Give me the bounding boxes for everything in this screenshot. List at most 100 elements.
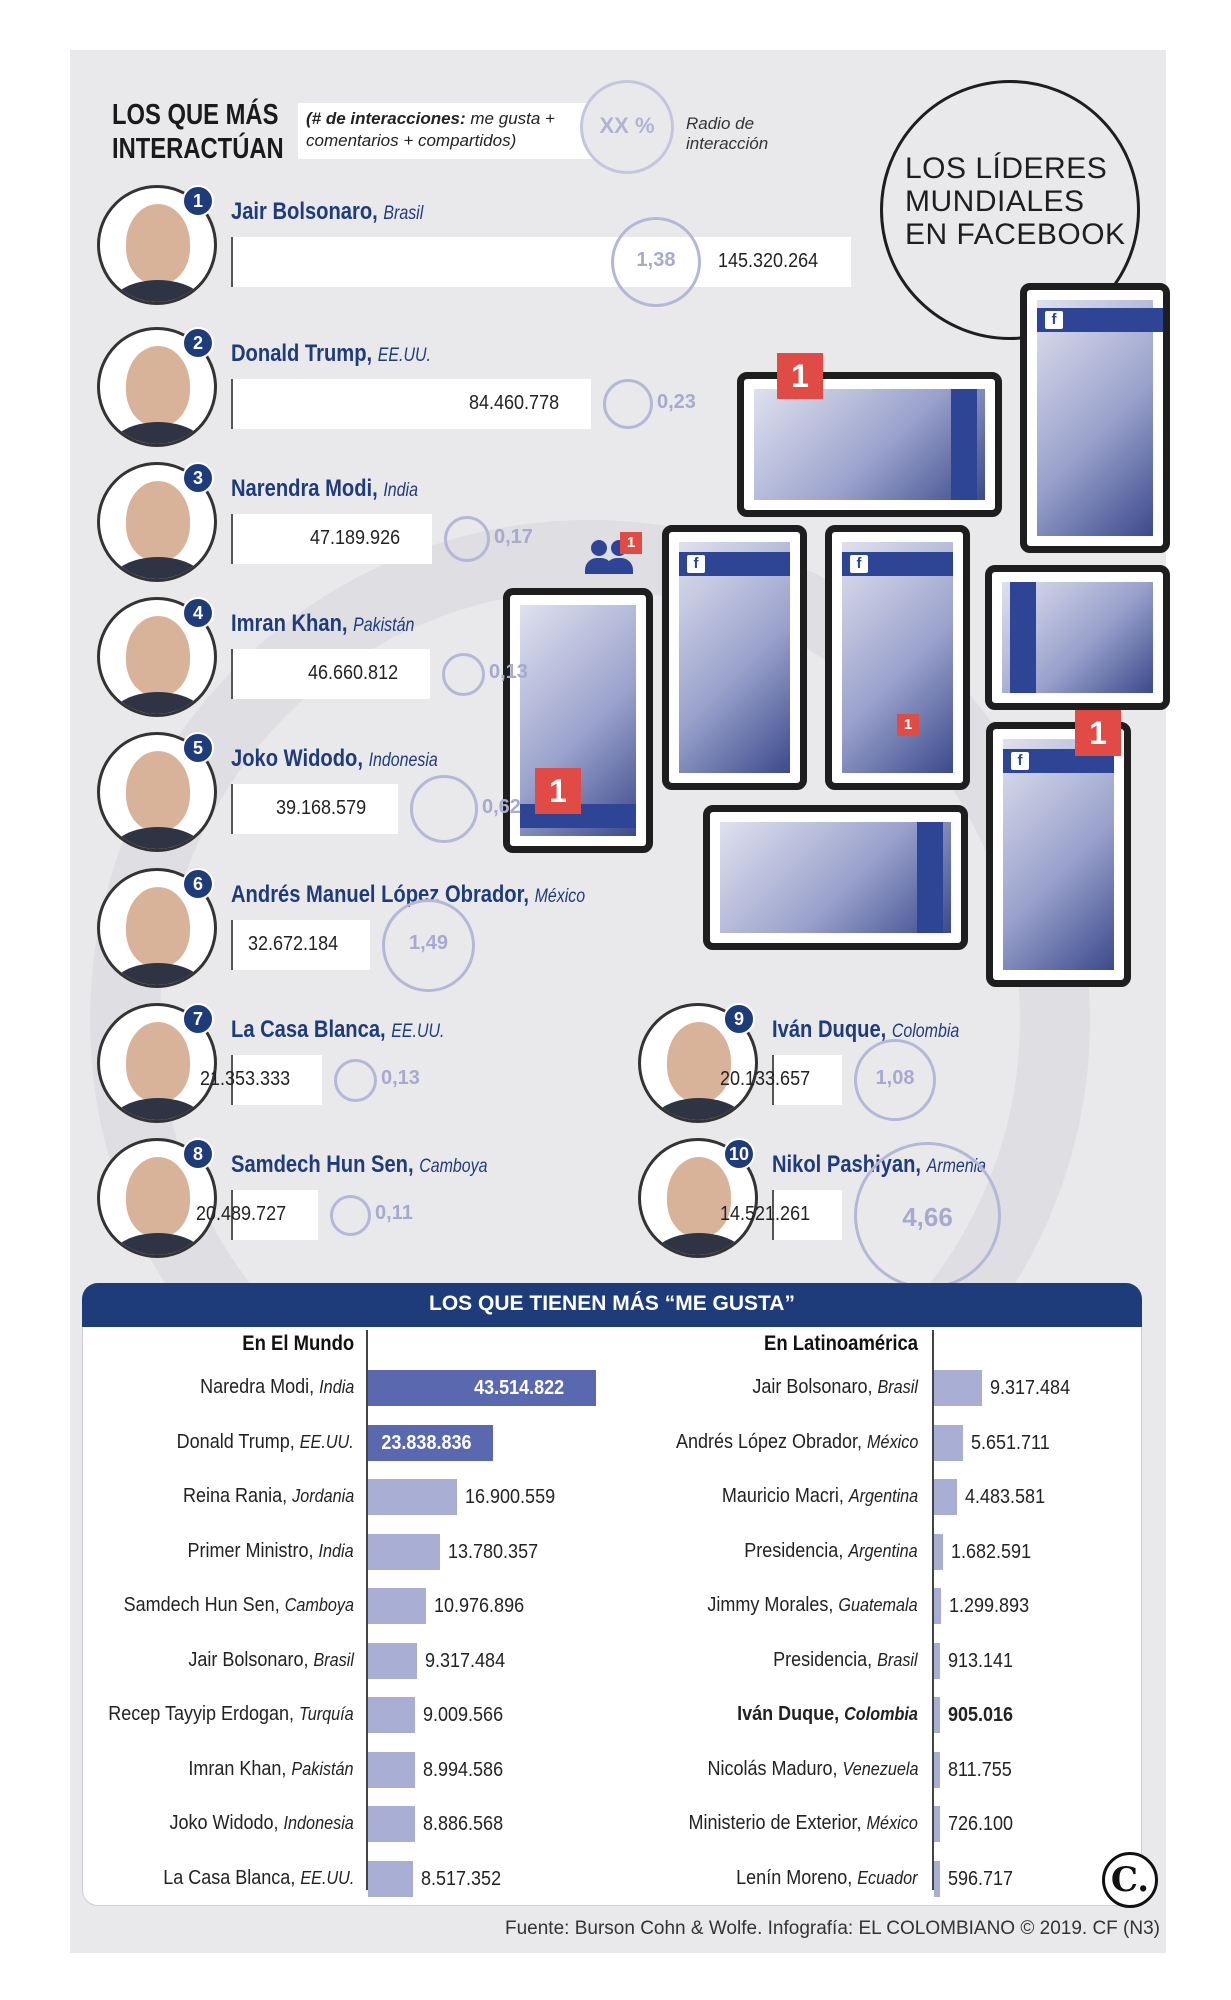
leader-face xyxy=(126,1157,190,1237)
main-title-line-2: INTERACTÚAN xyxy=(112,133,284,165)
tablet-illustration: f xyxy=(825,525,970,790)
like-row-country: Venezuela xyxy=(842,1758,918,1779)
facebook-bar xyxy=(1010,582,1036,693)
like-value: 10.976.896 xyxy=(434,1595,525,1617)
like-value: 726.100 xyxy=(948,1813,1014,1835)
like-value: 1.299.893 xyxy=(949,1595,1030,1617)
like-row-country: India xyxy=(318,1377,354,1397)
like-bar xyxy=(368,1751,415,1788)
interaction-value: 21.353.333 xyxy=(200,1068,291,1090)
ratio-circle xyxy=(611,217,701,307)
like-row-country: México xyxy=(866,1813,918,1833)
interaction-bar xyxy=(231,1055,322,1105)
like-row-label: Jair Bolsonaro, Brasil xyxy=(188,1648,354,1671)
interaction-bar xyxy=(231,1190,318,1240)
big-title-line-1: LOS LÍDERES xyxy=(905,152,1108,185)
leader-suit xyxy=(649,1233,749,1255)
ratio-circle xyxy=(382,898,475,992)
like-row-country: Indonesia xyxy=(283,1813,354,1833)
tablet-illustration: f xyxy=(662,525,807,790)
ratio-value: 0,23 xyxy=(657,391,696,413)
world-axis xyxy=(366,1330,368,1890)
like-bar xyxy=(934,1697,940,1733)
like-row-label: Presidencia, Brasil xyxy=(773,1648,918,1671)
like-value: 8.886.568 xyxy=(423,1813,504,1835)
big-title-line-3: EN FACEBOOK xyxy=(905,218,1126,251)
ratio-value: 0,13 xyxy=(489,661,528,683)
like-value: 16.900.559 xyxy=(465,1486,556,1508)
notification-badge: 1 xyxy=(535,768,581,814)
leader-country: EE.UU. xyxy=(391,1021,445,1042)
like-value: 9.009.566 xyxy=(423,1704,504,1726)
tablet-illustration: f xyxy=(986,722,1131,987)
leader-suit xyxy=(108,280,208,302)
like-row-label: Joko Widodo, Indonesia xyxy=(169,1812,354,1834)
leader-suit xyxy=(108,692,208,714)
leader-country: Indonesia xyxy=(368,750,438,771)
leader-country: Colombia xyxy=(891,1021,960,1042)
like-bar xyxy=(368,1806,415,1842)
like-row-label: Jimmy Morales, Guatemala xyxy=(707,1594,918,1616)
interaction-bar xyxy=(772,1190,842,1240)
latam-axis xyxy=(932,1330,934,1890)
like-row-country: Brasil xyxy=(877,1649,918,1670)
like-value: 913.141 xyxy=(948,1649,1014,1672)
like-bar xyxy=(368,1588,426,1624)
interaction-value: 14.521.261 xyxy=(720,1203,811,1225)
latam-column-title: En Latinoamérica xyxy=(763,1332,918,1355)
like-bar xyxy=(368,1533,440,1570)
like-row-country: México xyxy=(866,1431,918,1452)
leader-country: India xyxy=(383,480,418,501)
facebook-icon: f xyxy=(1011,752,1029,770)
like-bar xyxy=(934,1479,957,1515)
rank-badge: 7 xyxy=(182,1003,214,1035)
rank-badge: 1 xyxy=(182,185,214,217)
leader-suit xyxy=(108,422,208,444)
leader-name: Andrés Manuel López Obrador, México xyxy=(231,881,586,908)
tablet-screen xyxy=(842,542,953,773)
interaction-bar xyxy=(231,920,370,970)
ratio-value: 1,38 xyxy=(636,249,676,271)
big-title-line-2: MUNDIALES xyxy=(905,185,1085,218)
like-bar xyxy=(368,1479,457,1515)
leader-name: Iván Duque, Colombia xyxy=(772,1016,960,1043)
interaction-bar xyxy=(231,784,398,834)
ratio-value: 0,17 xyxy=(494,526,533,548)
rank-badge: 4 xyxy=(182,597,214,629)
like-row-label: Reina Rania, Jordania xyxy=(182,1485,354,1507)
like-bar xyxy=(934,1588,941,1624)
legend-rest: me gusta + comentarios + compartidos) xyxy=(306,109,555,150)
like-row-label: Donald Trump, EE.UU. xyxy=(176,1430,354,1453)
like-row-country: Pakistán xyxy=(291,1758,354,1779)
like-value: 905.016 xyxy=(948,1704,1014,1726)
like-bar xyxy=(934,1370,982,1406)
leader-suit xyxy=(108,557,208,579)
like-row-country: EE.UU. xyxy=(299,1867,354,1888)
main-title-line-1: LOS QUE MÁS xyxy=(112,99,279,131)
like-row-label: Iván Duque, Colombia xyxy=(737,1703,918,1725)
like-row-country: Turquía xyxy=(299,1704,354,1724)
interaction-value: 39.168.579 xyxy=(276,797,367,819)
like-value: 811.755 xyxy=(948,1758,1012,1781)
like-bar xyxy=(934,1642,940,1679)
rank-badge: 3 xyxy=(182,462,214,494)
like-bar xyxy=(934,1860,940,1897)
like-row-country: Ecuador xyxy=(857,1867,918,1888)
like-value: 13.780.357 xyxy=(448,1540,539,1563)
like-value: 23.838.836 xyxy=(381,1431,472,1454)
like-row-label: Recep Tayyip Erdogan, Turquía xyxy=(108,1703,354,1725)
legend-box xyxy=(298,103,598,159)
ratio-value: 0,13 xyxy=(381,1067,420,1089)
like-bar xyxy=(368,1642,417,1679)
like-row-label: Presidencia, Argentina xyxy=(744,1539,918,1562)
interaction-bar xyxy=(231,514,432,564)
interaction-value: 20.489.727 xyxy=(196,1203,287,1225)
like-row-country: Brasil xyxy=(877,1377,918,1397)
leader-name: Imran Khan, Pakistán xyxy=(231,610,415,637)
world-column-title: En El Mundo xyxy=(242,1332,354,1355)
leader-face xyxy=(126,204,190,284)
likes-panel-header xyxy=(82,1283,1142,1327)
leader-face xyxy=(667,1157,731,1237)
like-value: 8.994.586 xyxy=(423,1758,504,1781)
like-row-country: Brasil xyxy=(313,1649,354,1670)
